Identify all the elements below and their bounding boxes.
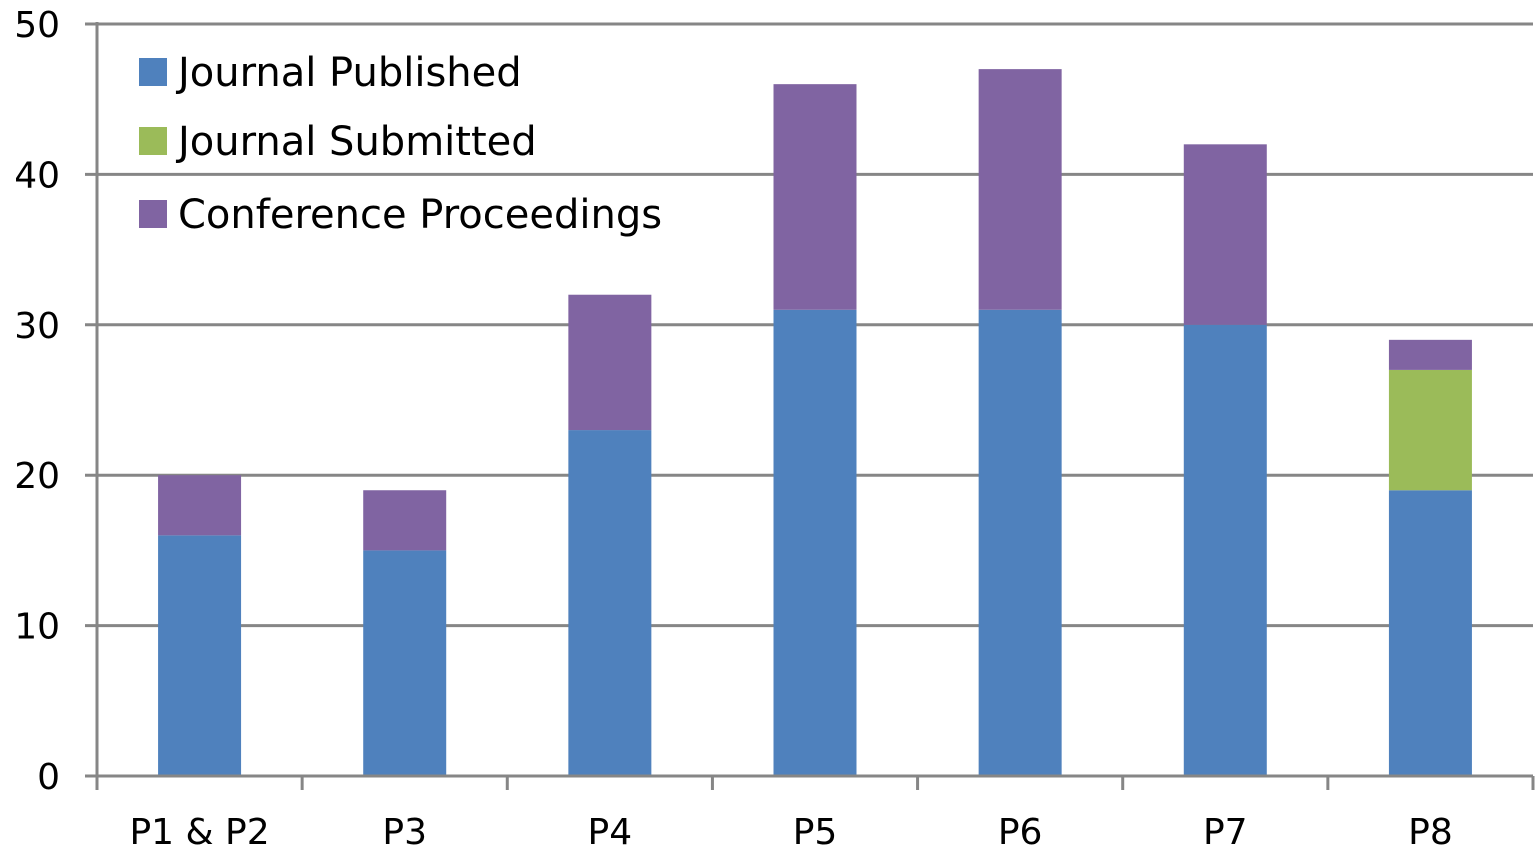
bar-segment	[363, 490, 447, 551]
bar-segment	[773, 84, 857, 310]
bar-segment	[1388, 369, 1472, 491]
legend-label: Journal Published	[175, 50, 522, 96]
y-tick-label: 30	[14, 306, 60, 347]
legend: Journal Published Journal Submitted Confer…	[139, 50, 662, 238]
bar-segment	[568, 294, 652, 431]
legend-label: Journal Submitted	[175, 119, 537, 165]
y-tick-label: 0	[37, 757, 60, 798]
legend-swatch	[139, 127, 167, 155]
bars	[158, 69, 1472, 776]
y-tick-labels: 0 10 20 30 40 50	[14, 5, 60, 798]
bar-segment	[1388, 339, 1472, 370]
bar-segment	[158, 535, 242, 776]
x-tick-label: P7	[1203, 812, 1248, 850]
bar-segment	[158, 475, 242, 536]
x-tick-label: P5	[793, 812, 838, 850]
bar-segment	[1183, 324, 1267, 776]
y-tick-label: 10	[14, 607, 60, 648]
legend-swatch	[139, 200, 167, 228]
y-tick-label: 50	[14, 5, 60, 46]
bar-segment	[773, 309, 857, 776]
y-tick-label: 40	[14, 155, 60, 196]
bar-segment	[978, 69, 1062, 310]
y-tick-label: 20	[14, 456, 60, 497]
bar-segment	[363, 550, 447, 776]
bar-segment	[978, 309, 1062, 776]
axes	[85, 22, 1535, 790]
bar-segment	[1388, 490, 1472, 776]
x-tick-label: P1 & P2	[129, 812, 269, 850]
x-tick-label: P3	[382, 812, 427, 850]
x-tick-label: P4	[588, 812, 633, 850]
legend-swatch	[139, 58, 167, 86]
x-tick-label: P6	[998, 812, 1043, 850]
legend-label: Conference Proceedings	[178, 192, 662, 238]
x-tick-labels: P1 & P2 P3 P4 P5 P6 P7 P8	[129, 812, 1452, 850]
bar-segment	[568, 430, 652, 776]
x-tick-label: P8	[1408, 812, 1453, 850]
bar-segment	[1183, 144, 1267, 325]
